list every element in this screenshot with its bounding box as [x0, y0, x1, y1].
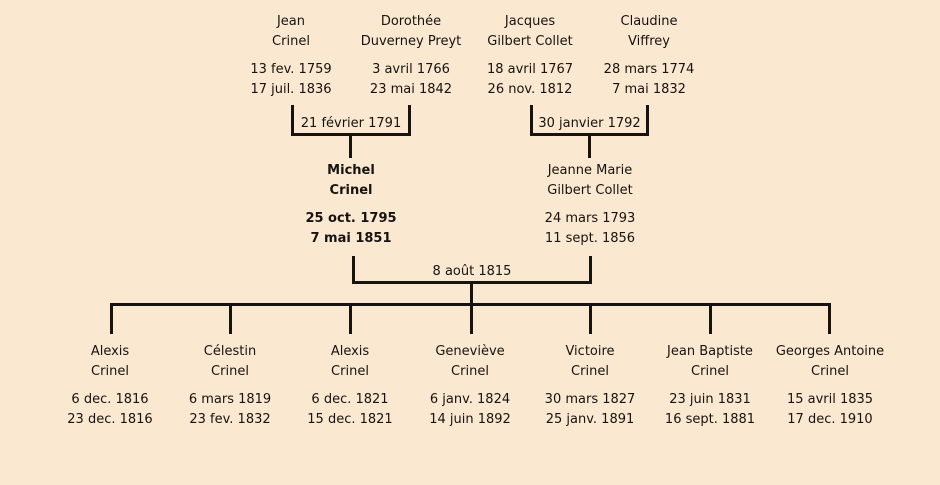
person-dates: 6 dec. 1816 23 dec. 1816	[45, 390, 175, 430]
marriage-date: 8 août 1815	[432, 264, 512, 279]
birth-date: 6 dec. 1816	[71, 392, 149, 407]
person-name: Jean	[276, 14, 306, 29]
person-surname: Crinel	[811, 364, 849, 379]
birth-date: 24 mars 1793	[544, 211, 636, 226]
marriage-bracket-1792: 30 janvier 1792	[530, 105, 649, 136]
person-jean-crinel: Jean Crinel 13 fev. 1759 17 juil. 1836	[211, 12, 371, 100]
person-dates: 15 avril 1835 17 dec. 1910	[765, 390, 895, 430]
death-date: 25 janv. 1891	[545, 412, 635, 427]
person-georges-antoine-crinel: Georges Antoine Crinel 15 avril 1835 17 …	[765, 342, 895, 430]
person-surname: Crinel	[571, 364, 609, 379]
death-date: 15 dec. 1821	[307, 412, 393, 427]
person-surname: Viffrey	[628, 34, 670, 49]
person-dates: 6 janv. 1824 14 juin 1892	[405, 390, 535, 430]
birth-date: 3 avril 1766	[372, 62, 450, 77]
person-dates: 30 mars 1827 25 janv. 1891	[525, 390, 655, 430]
person-name: Jean Baptiste	[667, 344, 753, 359]
death-date: 7 mai 1832	[612, 82, 686, 97]
person-surname: Crinel	[451, 364, 489, 379]
person-surname: Crinel	[329, 183, 373, 198]
birth-date: 15 avril 1835	[786, 392, 874, 407]
marriage-date: 30 janvier 1792	[538, 116, 641, 131]
person-name: Alexis	[330, 344, 370, 359]
person-alexis-crinel-1821: Alexis Crinel 6 dec. 1821 15 dec. 1821	[285, 342, 415, 430]
death-date: 23 fev. 1832	[189, 412, 271, 427]
person-surname: Crinel	[331, 364, 369, 379]
person-dates: 23 juin 1831 16 sept. 1881	[645, 390, 775, 430]
birth-date: 6 janv. 1824	[429, 392, 511, 407]
person-claudine-viffrey: Claudine Viffrey 28 mars 1774 7 mai 1832	[569, 12, 729, 100]
birth-date: 30 mars 1827	[544, 392, 636, 407]
birth-date: 13 fev. 1759	[250, 62, 332, 77]
person-name: Alexis	[90, 344, 130, 359]
person-jeanne-marie-gilbert-collet: Jeanne Marie Gilbert Collet 24 mars 1793…	[510, 161, 670, 249]
person-surname: Crinel	[691, 364, 729, 379]
birth-date: 28 mars 1774	[603, 62, 695, 77]
death-date: 23 dec. 1816	[67, 412, 153, 427]
connector-child-6	[709, 306, 712, 334]
person-dates: 6 mars 1819 23 fev. 1832	[165, 390, 295, 430]
person-surname: Crinel	[211, 364, 249, 379]
connector-child-7	[828, 306, 831, 334]
person-dorothee-duverney-preyt: Dorothée Duverney Preyt 3 avril 1766 23 …	[331, 12, 491, 100]
person-dates: 6 dec. 1821 15 dec. 1821	[285, 390, 415, 430]
death-date: 14 juin 1892	[429, 412, 511, 427]
person-dates: 24 mars 1793 11 sept. 1856	[510, 209, 670, 249]
marriage-date: 21 février 1791	[300, 116, 402, 131]
death-date: 17 juil. 1836	[250, 82, 332, 97]
person-surname: Crinel	[91, 364, 129, 379]
person-name: Michel	[327, 163, 375, 178]
person-dates: 18 avril 1767 26 nov. 1812	[450, 60, 610, 100]
person-surname: Duverney Preyt	[360, 34, 462, 49]
death-date: 11 sept. 1856	[544, 231, 636, 246]
birth-date: 25 oct. 1795	[305, 211, 397, 226]
person-name: Claudine	[620, 14, 678, 29]
person-surname: Gilbert Collet	[547, 183, 633, 198]
person-name: Célestin	[203, 344, 257, 359]
person-alexis-crinel-1816: Alexis Crinel 6 dec. 1816 23 dec. 1816	[45, 342, 175, 430]
connector-child-1	[110, 306, 113, 334]
birth-date: 18 avril 1767	[486, 62, 574, 77]
birth-date: 23 juin 1831	[669, 392, 751, 407]
sibling-rail-line	[110, 303, 831, 306]
person-name: Dorothée	[380, 14, 442, 29]
connector-child-4	[470, 306, 473, 334]
person-jacques-gilbert-collet: Jacques Gilbert Collet 18 avril 1767 26 …	[450, 12, 610, 100]
connector-marriage3-to-children	[470, 284, 473, 306]
death-date: 7 mai 1851	[310, 231, 392, 246]
connector-child-5	[589, 306, 592, 334]
person-michel-crinel: Michel Crinel 25 oct. 1795 7 mai 1851	[271, 161, 431, 249]
marriage-bracket-1815: 8 août 1815	[352, 256, 592, 284]
death-date: 16 sept. 1881	[664, 412, 756, 427]
connector-marriage1-to-michel	[349, 136, 352, 158]
person-dates: 13 fev. 1759 17 juil. 1836	[211, 60, 371, 100]
person-name: Geneviève	[435, 344, 505, 359]
person-victoire-crinel: Victoire Crinel 30 mars 1827 25 janv. 18…	[525, 342, 655, 430]
person-celestin-crinel: Célestin Crinel 6 mars 1819 23 fev. 1832	[165, 342, 295, 430]
person-surname: Gilbert Collet	[487, 34, 573, 49]
connector-child-3	[349, 306, 352, 334]
person-surname: Crinel	[272, 34, 310, 49]
death-date: 23 mai 1842	[369, 82, 453, 97]
birth-date: 6 dec. 1821	[311, 392, 389, 407]
person-name: Victoire	[565, 344, 615, 359]
person-dates: 28 mars 1774 7 mai 1832	[569, 60, 729, 100]
person-name: Jeanne Marie	[547, 163, 633, 178]
person-jean-baptiste-crinel: Jean Baptiste Crinel 23 juin 1831 16 sep…	[645, 342, 775, 430]
death-date: 17 dec. 1910	[787, 412, 873, 427]
connector-child-2	[229, 306, 232, 334]
death-date: 26 nov. 1812	[487, 82, 573, 97]
marriage-bracket-1791: 21 février 1791	[291, 105, 411, 136]
birth-date: 6 mars 1819	[188, 392, 272, 407]
person-dates: 25 oct. 1795 7 mai 1851	[271, 209, 431, 249]
person-name: Georges Antoine	[775, 344, 885, 359]
connector-marriage2-to-jeanne-marie	[588, 136, 591, 158]
person-name: Jacques	[504, 14, 556, 29]
person-dates: 3 avril 1766 23 mai 1842	[331, 60, 491, 100]
person-genevieve-crinel: Geneviève Crinel 6 janv. 1824 14 juin 18…	[405, 342, 535, 430]
